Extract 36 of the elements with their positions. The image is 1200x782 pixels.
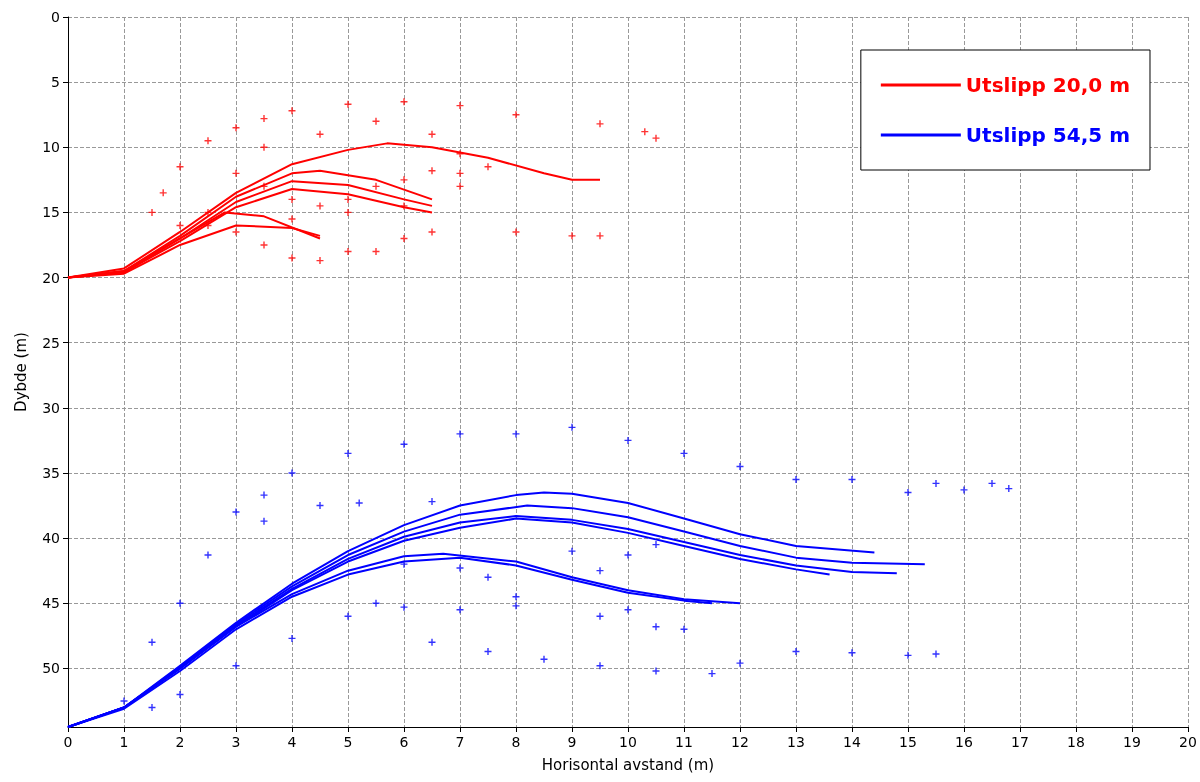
legend-label: Utslipp 54,5 m bbox=[965, 123, 1131, 147]
y-tick-label: 20 bbox=[42, 269, 60, 286]
x-tick-label: 18 bbox=[1067, 734, 1085, 750]
x-tick-label: 17 bbox=[1011, 734, 1029, 750]
x-tick-label: 19 bbox=[1123, 734, 1141, 750]
y-tick-label: 15 bbox=[42, 204, 60, 221]
x-tick-label: 20 bbox=[1179, 734, 1197, 750]
y-tick-label: 0 bbox=[51, 9, 60, 25]
x-axis-title: Horisontal avstand (m) bbox=[541, 755, 715, 774]
y-tick-label: 40 bbox=[42, 530, 60, 547]
x-tick-label: 6 bbox=[399, 734, 409, 750]
x-tick-label: 4 bbox=[287, 734, 297, 750]
x-tick-label: 0 bbox=[63, 734, 73, 750]
x-tick-label: 10 bbox=[619, 734, 637, 750]
x-tick-label: 11 bbox=[675, 734, 693, 750]
x-tick-label: 14 bbox=[843, 734, 861, 750]
y-tick-label: 10 bbox=[42, 139, 60, 156]
x-tick-label: 2 bbox=[175, 734, 185, 750]
legend-label: Utslipp 20,0 m bbox=[965, 73, 1131, 97]
y-tick-label: 25 bbox=[42, 334, 60, 351]
y-axis-title: Dybde (m) bbox=[11, 332, 30, 412]
y-tick-label: 45 bbox=[42, 595, 60, 612]
x-tick-label: 13 bbox=[787, 734, 805, 750]
x-tick-label: 8 bbox=[511, 734, 521, 750]
y-tick-label: 5 bbox=[51, 74, 60, 91]
y-tick-label: 50 bbox=[42, 660, 60, 677]
x-tick-label: 16 bbox=[955, 734, 973, 750]
x-tick-label: 5 bbox=[343, 734, 353, 750]
x-tick-label: 9 bbox=[567, 734, 577, 750]
y-tick-label: 30 bbox=[42, 399, 60, 416]
x-tick-label: 12 bbox=[731, 734, 749, 750]
y-tick-label: 35 bbox=[42, 464, 60, 481]
x-tick-label: 1 bbox=[119, 734, 129, 750]
x-tick-label: 3 bbox=[231, 734, 241, 750]
x-tick-label: 15 bbox=[899, 734, 917, 750]
x-tick-label: 7 bbox=[455, 734, 465, 750]
